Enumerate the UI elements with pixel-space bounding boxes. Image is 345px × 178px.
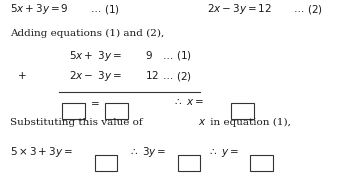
Text: $\ldots$: $\ldots$ (90, 6, 101, 14)
Text: $\ldots$: $\ldots$ (162, 52, 173, 61)
Text: $+$: $+$ (17, 70, 27, 81)
Text: Adding equations (1) and (2),: Adding equations (1) and (2), (10, 28, 165, 38)
Text: $12$: $12$ (145, 69, 159, 81)
Text: $9$: $9$ (145, 49, 153, 61)
Text: Substituting this value of: Substituting this value of (10, 118, 146, 127)
Text: $5x + 3y = 9$: $5x + 3y = 9$ (10, 2, 69, 16)
Text: $2x -\ 3y =$: $2x -\ 3y =$ (69, 69, 122, 83)
Text: $\ldots$: $\ldots$ (162, 72, 173, 81)
Bar (62, 103, 85, 119)
Text: $(2)$: $(2)$ (176, 70, 192, 83)
Text: $\ldots$: $\ldots$ (293, 6, 304, 14)
Bar (250, 155, 273, 171)
Text: $x$: $x$ (198, 117, 207, 127)
Text: $2x - 3y = 12$: $2x - 3y = 12$ (207, 2, 272, 16)
Text: $\therefore\ x =$: $\therefore\ x =$ (172, 97, 204, 107)
Bar (105, 103, 128, 119)
Text: $(1)$: $(1)$ (104, 3, 119, 16)
Bar (178, 155, 200, 171)
Bar (95, 155, 117, 171)
Text: $\therefore\ 3y =$: $\therefore\ 3y =$ (128, 145, 166, 159)
Text: $5x +\ 3y =$: $5x +\ 3y =$ (69, 49, 122, 63)
Text: $(1)$: $(1)$ (176, 49, 192, 62)
Text: $5 \times 3 + 3y =$: $5 \times 3 + 3y =$ (10, 145, 73, 159)
Text: in equation (1),: in equation (1), (207, 117, 291, 127)
Text: $=$: $=$ (88, 98, 100, 107)
Bar (231, 103, 254, 119)
Text: $\therefore\ y =$: $\therefore\ y =$ (207, 147, 239, 159)
Text: $(2)$: $(2)$ (307, 3, 323, 16)
